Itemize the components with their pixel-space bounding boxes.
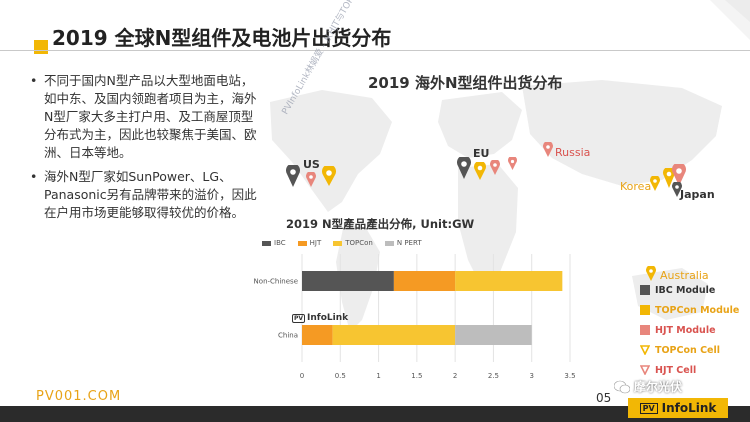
- ibc-module-pin-us: [286, 165, 300, 187]
- chart-category-labels: Non-Chinese China: [254, 278, 298, 340]
- title-bar: 2019 全球N型组件及电池片出货分布: [0, 0, 750, 62]
- bar-segment-topcon: [332, 325, 456, 345]
- chart-bars: [302, 271, 563, 345]
- legend-label-topcon: TOPCon: [345, 239, 373, 247]
- bar-segment-hjt: [393, 271, 456, 291]
- chart-tick-labels: 0 0.5 1 1.5 2 2.5 3 3.5: [300, 372, 576, 380]
- hjt-module-pin-russia: [543, 142, 553, 157]
- world-map: [270, 80, 722, 332]
- map-legend-label: HJT Module: [655, 324, 716, 336]
- map-legend-label: IBC Module: [655, 284, 716, 296]
- bullet-list: 不同于国内N型产品以大型地面电站，如中东、及国内领跑者项目为主，海外N型厂家大多…: [28, 72, 260, 228]
- x-tick-label: 0: [300, 372, 304, 380]
- chart-legend: IBC HJT TOPCon N PERT: [262, 239, 422, 247]
- region-label-eu: EU: [473, 147, 490, 160]
- legend-label-npert: N PERT: [396, 239, 422, 247]
- title-accent-square: [34, 40, 48, 54]
- region-label-russia: Russia: [555, 146, 591, 159]
- legend-swatch-topcon: [333, 240, 343, 246]
- topcon-module-pin-japan: [663, 168, 675, 188]
- legend-swatch-ibc: [262, 240, 271, 246]
- hjt-module-swatch: [640, 325, 650, 335]
- wechat-label: 摩尔光伏: [634, 380, 683, 394]
- legend-swatch-hjt: [297, 240, 307, 246]
- x-tick-label: 2.5: [488, 372, 499, 380]
- region-label-japan: Japan: [680, 188, 715, 201]
- topcon-module-pin-australia: [646, 266, 656, 281]
- map-legend-item: IBC Module: [640, 280, 750, 300]
- x-tick-label: 0.5: [335, 372, 346, 380]
- map-legend-label: TOPCon Cell: [655, 344, 721, 356]
- bar-segment-topcon: [455, 271, 563, 291]
- ibc-module-pin-eu: [457, 157, 471, 179]
- hjt-module-pin-us: [306, 172, 316, 187]
- chart-title: 2019 N型產品產出分佈, Unit:GW: [286, 217, 475, 231]
- legend-item-topcon: TOPCon: [333, 239, 373, 247]
- legend-label-hjt: HJT: [309, 239, 322, 247]
- pv-logo-mark: PV: [292, 313, 306, 323]
- hjt-module-pin-japan: [672, 164, 686, 186]
- footer-bar: [0, 406, 750, 422]
- legend-item-npert: N PERT: [384, 239, 422, 247]
- map-legend-item: TOPCon Cell: [640, 340, 750, 360]
- topcon-module-pin-korea: [650, 176, 660, 191]
- legend-label-ibc: IBC: [274, 239, 286, 247]
- topcon-module-pin-eu: [474, 162, 486, 180]
- brand-pv-mark: PV: [639, 402, 658, 414]
- x-tick-label: 3: [529, 372, 533, 380]
- stacked-bar-chart: Non-Chinese China 0 0.5 1 1.5 2 2.5 3 3.5: [254, 254, 576, 380]
- page-number: 05: [596, 391, 612, 405]
- footer-site-url: PV001.COM: [36, 389, 122, 404]
- chart-watermark-logo: PV InfoLink: [292, 313, 348, 323]
- map-legend: IBC Module TOPCon Module HJT Module TOPC…: [640, 266, 750, 380]
- region-label-australia: Australia: [660, 269, 709, 282]
- region-label-us: US: [303, 158, 320, 171]
- hjt-module-pin-eu: [490, 160, 500, 175]
- hjt-cell-icon: [640, 365, 650, 375]
- category-label: Non-Chinese: [254, 278, 298, 286]
- bullet-item: 海外N型厂家如SunPower、LG、Panasonic另有品牌带来的溢价，因此…: [28, 168, 260, 222]
- map-title: 2019 海外N型组件出货分布: [368, 74, 563, 92]
- map-legend-item: HJT Module: [640, 320, 750, 340]
- topcon-cell-icon: [640, 345, 650, 355]
- topcon-module-swatch: [640, 305, 650, 315]
- map-legend-item: HJT Cell: [640, 360, 750, 380]
- bar-segment-ibc: [302, 271, 394, 291]
- bar-segment-hjt: [302, 325, 333, 345]
- slide-title: 2019 全球N型组件及电池片出货分布: [52, 26, 392, 50]
- bar-segment-npert: [455, 325, 532, 345]
- ibc-module-pin-japan: [672, 182, 682, 197]
- topcon-module-pin-us: [322, 166, 336, 186]
- legend-item-ibc: IBC: [262, 239, 286, 247]
- wechat-watermark: 摩尔光伏: [614, 378, 682, 395]
- region-label-korea: Korea: [620, 180, 652, 193]
- brand-name: InfoLink: [661, 401, 717, 415]
- x-tick-label: 1: [376, 372, 380, 380]
- legend-swatch-npert: [384, 240, 394, 246]
- corner-decoration: [710, 0, 750, 40]
- bullet-item: 不同于国内N型产品以大型地面电站，如中东、及国内领跑者项目为主，海外N型厂家大多…: [28, 72, 260, 162]
- hjt-cell-pin-eu: [508, 157, 517, 170]
- x-tick-label: 2: [453, 372, 457, 380]
- wechat-icon: [614, 380, 630, 393]
- map-legend-item: TOPCon Module: [640, 300, 750, 320]
- title-divider: [0, 50, 750, 51]
- x-tick-label: 3.5: [564, 372, 575, 380]
- map-legend-label: TOPCon Module: [655, 304, 740, 316]
- category-label: China: [278, 332, 298, 340]
- ibc-module-swatch: [640, 285, 650, 295]
- map-legend-label: HJT Cell: [655, 364, 697, 376]
- chart-watermark-text: InfoLink: [307, 313, 349, 323]
- legend-item-hjt: HJT: [297, 239, 322, 247]
- brand-logo: PV InfoLink: [628, 398, 728, 418]
- x-tick-label: 1.5: [411, 372, 422, 380]
- chart-grid: [301, 254, 571, 362]
